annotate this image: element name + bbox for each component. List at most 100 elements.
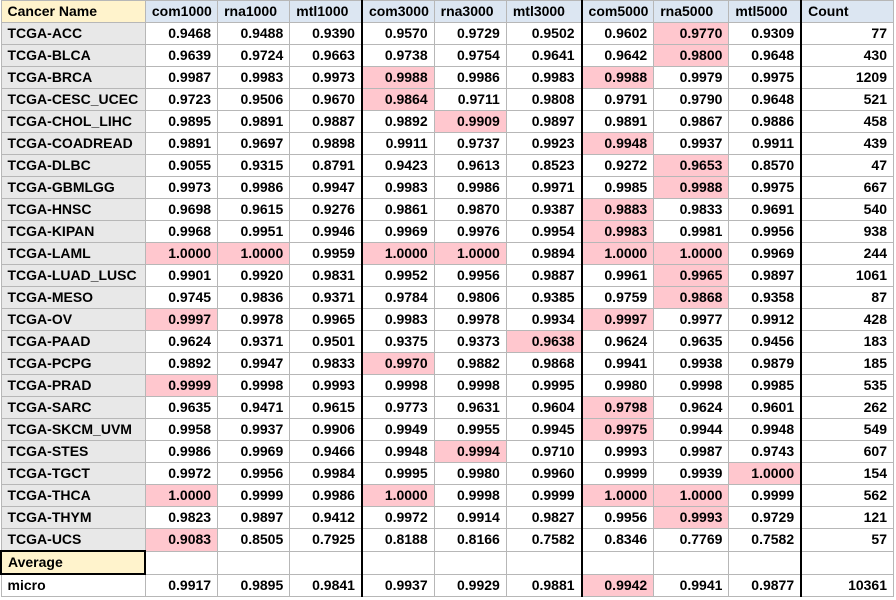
- value-cell-mtl3000[interactable]: 0.9995: [505, 374, 583, 397]
- cancer-name-cell[interactable]: micro: [0, 573, 146, 597]
- value-cell-mtl1000[interactable]: 0.9993: [289, 374, 363, 397]
- value-cell-mtl1000[interactable]: 0.8791: [289, 154, 363, 177]
- count-cell[interactable]: 183: [800, 330, 895, 353]
- value-cell-mtl1000[interactable]: 0.9615: [289, 396, 363, 419]
- cancer-name-cell[interactable]: TCGA-ACC: [0, 22, 146, 45]
- value-cell-mtl5000[interactable]: 0.9956: [728, 220, 803, 243]
- header-rna1000[interactable]: rna1000: [217, 0, 291, 23]
- value-cell-rna3000[interactable]: 0.9929: [433, 573, 507, 597]
- value-cell-mtl3000[interactable]: 0.9999: [505, 484, 583, 507]
- value-cell-mtl1000[interactable]: 0.9947: [289, 176, 363, 199]
- value-cell-rna5000[interactable]: 0.9790: [653, 88, 730, 111]
- value-cell-mtl5000[interactable]: 0.9911: [728, 132, 803, 155]
- count-cell[interactable]: 430: [800, 44, 895, 67]
- empty-cell[interactable]: [289, 550, 363, 575]
- value-cell-rna3000[interactable]: 0.9909: [433, 110, 507, 133]
- value-cell-com5000[interactable]: 0.9791: [581, 88, 655, 111]
- value-cell-com5000[interactable]: 0.9891: [581, 110, 655, 133]
- cancer-name-cell[interactable]: TCGA-MESO: [0, 286, 146, 309]
- value-cell-rna3000[interactable]: 0.9882: [433, 352, 507, 375]
- value-cell-rna1000[interactable]: 0.9998: [217, 374, 291, 397]
- count-cell[interactable]: 10361: [800, 573, 895, 597]
- value-cell-rna5000[interactable]: 0.9867: [653, 110, 730, 133]
- value-cell-mtl3000[interactable]: 0.9827: [505, 506, 583, 529]
- value-cell-rna3000[interactable]: 0.9373: [433, 330, 507, 353]
- value-cell-com5000[interactable]: 0.9999: [581, 462, 655, 485]
- value-cell-rna1000[interactable]: 0.9615: [217, 198, 291, 221]
- value-cell-rna3000[interactable]: 0.9914: [433, 506, 507, 529]
- value-cell-rna5000[interactable]: 0.9998: [653, 374, 730, 397]
- value-cell-mtl3000[interactable]: 0.9894: [505, 242, 583, 265]
- cancer-name-cell[interactable]: TCGA-BRCA: [0, 66, 146, 89]
- cancer-name-cell[interactable]: TCGA-KIPAN: [0, 220, 146, 243]
- value-cell-com1000[interactable]: 0.9639: [144, 44, 219, 67]
- cancer-name-cell[interactable]: TCGA-STES: [0, 440, 146, 463]
- value-cell-com3000[interactable]: 0.9988: [361, 66, 435, 89]
- value-cell-rna1000[interactable]: 0.9697: [217, 132, 291, 155]
- value-cell-com1000[interactable]: 0.9698: [144, 198, 219, 221]
- value-cell-mtl1000[interactable]: 0.9986: [289, 484, 363, 507]
- value-cell-com1000[interactable]: 0.9895: [144, 110, 219, 133]
- value-cell-com3000[interactable]: 0.9937: [361, 573, 435, 597]
- value-cell-rna5000[interactable]: 0.9988: [653, 176, 730, 199]
- value-cell-rna5000[interactable]: 0.9635: [653, 330, 730, 353]
- value-cell-mtl1000[interactable]: 0.9466: [289, 440, 363, 463]
- value-cell-mtl3000[interactable]: 0.9638: [505, 330, 583, 353]
- count-cell[interactable]: 87: [800, 286, 895, 309]
- header-count[interactable]: Count: [800, 0, 895, 23]
- count-cell[interactable]: 667: [800, 176, 895, 199]
- value-cell-rna5000[interactable]: 0.9979: [653, 66, 730, 89]
- value-cell-rna5000[interactable]: 0.7769: [653, 528, 730, 552]
- value-cell-com3000[interactable]: 0.9375: [361, 330, 435, 353]
- value-cell-mtl1000[interactable]: 0.9984: [289, 462, 363, 485]
- value-cell-com5000[interactable]: 0.9975: [581, 418, 655, 441]
- header-mtl5000[interactable]: mtl5000: [728, 0, 803, 23]
- value-cell-mtl5000[interactable]: 0.9691: [728, 198, 803, 221]
- value-cell-rna5000[interactable]: 0.9965: [653, 264, 730, 287]
- value-cell-mtl3000[interactable]: 0.9502: [505, 22, 583, 45]
- value-cell-rna3000[interactable]: 0.8166: [433, 528, 507, 552]
- value-cell-com3000[interactable]: 0.9773: [361, 396, 435, 419]
- value-cell-rna3000[interactable]: 0.9998: [433, 484, 507, 507]
- value-cell-com3000[interactable]: 0.9995: [361, 462, 435, 485]
- cancer-name-cell[interactable]: TCGA-CHOL_LIHC: [0, 110, 146, 133]
- count-cell[interactable]: 47: [800, 154, 895, 177]
- header-rna3000[interactable]: rna3000: [433, 0, 507, 23]
- count-cell[interactable]: 121: [800, 506, 895, 529]
- value-cell-com5000[interactable]: 1.0000: [581, 484, 655, 507]
- value-cell-com1000[interactable]: 0.9958: [144, 418, 219, 441]
- value-cell-com5000[interactable]: 0.9624: [581, 330, 655, 353]
- value-cell-mtl3000[interactable]: 0.9887: [505, 264, 583, 287]
- value-cell-rna3000[interactable]: 0.9956: [433, 264, 507, 287]
- cancer-name-cell[interactable]: TCGA-OV: [0, 308, 146, 331]
- value-cell-rna5000[interactable]: 0.9800: [653, 44, 730, 67]
- value-cell-com5000[interactable]: 0.9993: [581, 440, 655, 463]
- value-cell-mtl1000[interactable]: 0.9663: [289, 44, 363, 67]
- value-cell-mtl1000[interactable]: 0.9906: [289, 418, 363, 441]
- value-cell-rna5000[interactable]: 0.9770: [653, 22, 730, 45]
- value-cell-rna1000[interactable]: 0.9891: [217, 110, 291, 133]
- count-cell[interactable]: 458: [800, 110, 895, 133]
- value-cell-com1000[interactable]: 0.9745: [144, 286, 219, 309]
- value-cell-com5000[interactable]: 0.9997: [581, 308, 655, 331]
- value-cell-mtl5000[interactable]: 0.9897: [728, 264, 803, 287]
- value-cell-rna1000[interactable]: 1.0000: [217, 242, 291, 265]
- value-cell-mtl3000[interactable]: 0.9960: [505, 462, 583, 485]
- value-cell-rna3000[interactable]: 0.9998: [433, 374, 507, 397]
- value-cell-mtl5000[interactable]: 0.9975: [728, 66, 803, 89]
- value-cell-com3000[interactable]: 0.9738: [361, 44, 435, 67]
- value-cell-rna1000[interactable]: 0.9986: [217, 176, 291, 199]
- value-cell-com5000[interactable]: 0.9798: [581, 396, 655, 419]
- cancer-name-cell[interactable]: TCGA-THCA: [0, 484, 146, 507]
- value-cell-com1000[interactable]: 0.9891: [144, 132, 219, 155]
- value-cell-com1000[interactable]: 1.0000: [144, 484, 219, 507]
- value-cell-mtl1000[interactable]: 0.9973: [289, 66, 363, 89]
- value-cell-mtl5000[interactable]: 0.9879: [728, 352, 803, 375]
- value-cell-com1000[interactable]: 0.9055: [144, 154, 219, 177]
- value-cell-mtl3000[interactable]: 0.9387: [505, 198, 583, 221]
- value-cell-rna1000[interactable]: 0.9488: [217, 22, 291, 45]
- value-cell-rna1000[interactable]: 0.9724: [217, 44, 291, 67]
- value-cell-com1000[interactable]: 0.9901: [144, 264, 219, 287]
- value-cell-rna5000[interactable]: 1.0000: [653, 484, 730, 507]
- empty-cell[interactable]: [800, 550, 895, 575]
